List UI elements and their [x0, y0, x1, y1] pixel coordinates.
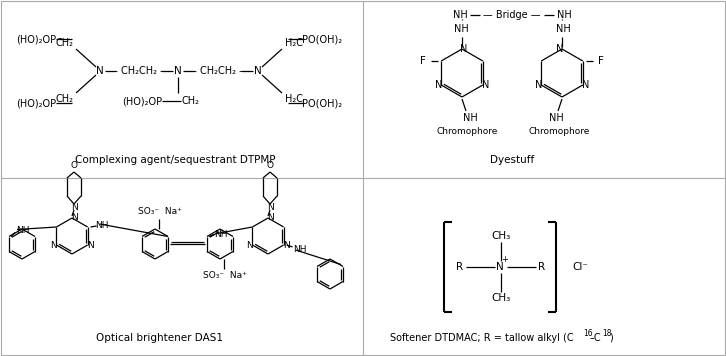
Text: NH: NH	[462, 113, 478, 123]
Text: N: N	[556, 44, 563, 54]
Text: (HO)₂OP: (HO)₂OP	[16, 98, 56, 108]
Text: N: N	[96, 66, 104, 76]
Text: –C: –C	[590, 333, 602, 343]
Text: Complexing agent/sequestrant DTPMP: Complexing agent/sequestrant DTPMP	[75, 155, 275, 165]
Text: (HO)₂OP: (HO)₂OP	[122, 96, 162, 106]
Text: N: N	[246, 241, 253, 250]
Text: H₂C: H₂C	[285, 94, 303, 104]
Text: O: O	[70, 162, 78, 171]
Text: CH₃: CH₃	[492, 231, 510, 241]
Text: H₂C: H₂C	[285, 38, 303, 48]
Text: NH: NH	[555, 24, 571, 34]
Text: F: F	[420, 56, 426, 66]
Text: NH: NH	[16, 226, 30, 235]
Text: Chromophore: Chromophore	[529, 126, 590, 136]
Text: N: N	[70, 204, 78, 213]
Text: NH: NH	[293, 245, 306, 253]
Text: NH: NH	[454, 24, 468, 34]
Text: 16: 16	[583, 329, 592, 338]
Text: N: N	[460, 44, 468, 54]
Text: NH: NH	[95, 220, 108, 230]
Text: N: N	[496, 262, 504, 272]
Text: CH₃: CH₃	[492, 293, 510, 303]
Text: PO(OH)₂: PO(OH)₂	[302, 98, 342, 108]
Text: N: N	[582, 80, 590, 90]
Text: NH: NH	[549, 113, 563, 123]
Text: N: N	[283, 241, 290, 250]
Text: NH: NH	[214, 230, 228, 239]
Text: SO₃⁻  Na⁺: SO₃⁻ Na⁺	[138, 208, 182, 216]
Text: — Bridge —: — Bridge —	[484, 10, 541, 20]
Text: N: N	[266, 204, 274, 213]
Text: ): )	[609, 333, 613, 343]
Text: R: R	[539, 262, 545, 272]
Text: Softener DTDMAC; R = tallow alkyl (C: Softener DTDMAC; R = tallow alkyl (C	[390, 333, 574, 343]
Text: N: N	[174, 66, 182, 76]
Text: NH: NH	[557, 10, 571, 20]
Text: (HO)₂OP: (HO)₂OP	[16, 34, 56, 44]
Text: Dyestuff: Dyestuff	[490, 155, 534, 165]
Text: CH₂: CH₂	[55, 94, 73, 104]
Text: N: N	[266, 213, 274, 221]
Text: 18: 18	[602, 329, 611, 338]
Text: N: N	[254, 66, 262, 76]
Text: F: F	[597, 56, 604, 66]
Text: NH: NH	[452, 10, 468, 20]
Text: N: N	[50, 241, 57, 250]
Text: N: N	[70, 213, 78, 221]
Text: +: +	[502, 256, 508, 265]
Text: N: N	[482, 80, 489, 90]
Text: SO₃⁻  Na⁺: SO₃⁻ Na⁺	[203, 272, 247, 281]
Text: R: R	[457, 262, 464, 272]
Text: Chromophore: Chromophore	[436, 126, 498, 136]
Text: CH₂: CH₂	[55, 38, 73, 48]
Text: – CH₂CH₂ –: – CH₂CH₂ –	[192, 66, 244, 76]
Text: CH₂: CH₂	[181, 96, 199, 106]
Text: O: O	[266, 162, 274, 171]
Text: – CH₂CH₂ –: – CH₂CH₂ –	[113, 66, 165, 76]
Text: N: N	[435, 80, 442, 90]
Text: N: N	[534, 80, 542, 90]
Text: PO(OH)₂: PO(OH)₂	[302, 34, 342, 44]
Text: N: N	[87, 241, 94, 250]
Text: Optical brightener DAS1: Optical brightener DAS1	[97, 333, 224, 343]
Text: Cl⁻: Cl⁻	[572, 262, 588, 272]
